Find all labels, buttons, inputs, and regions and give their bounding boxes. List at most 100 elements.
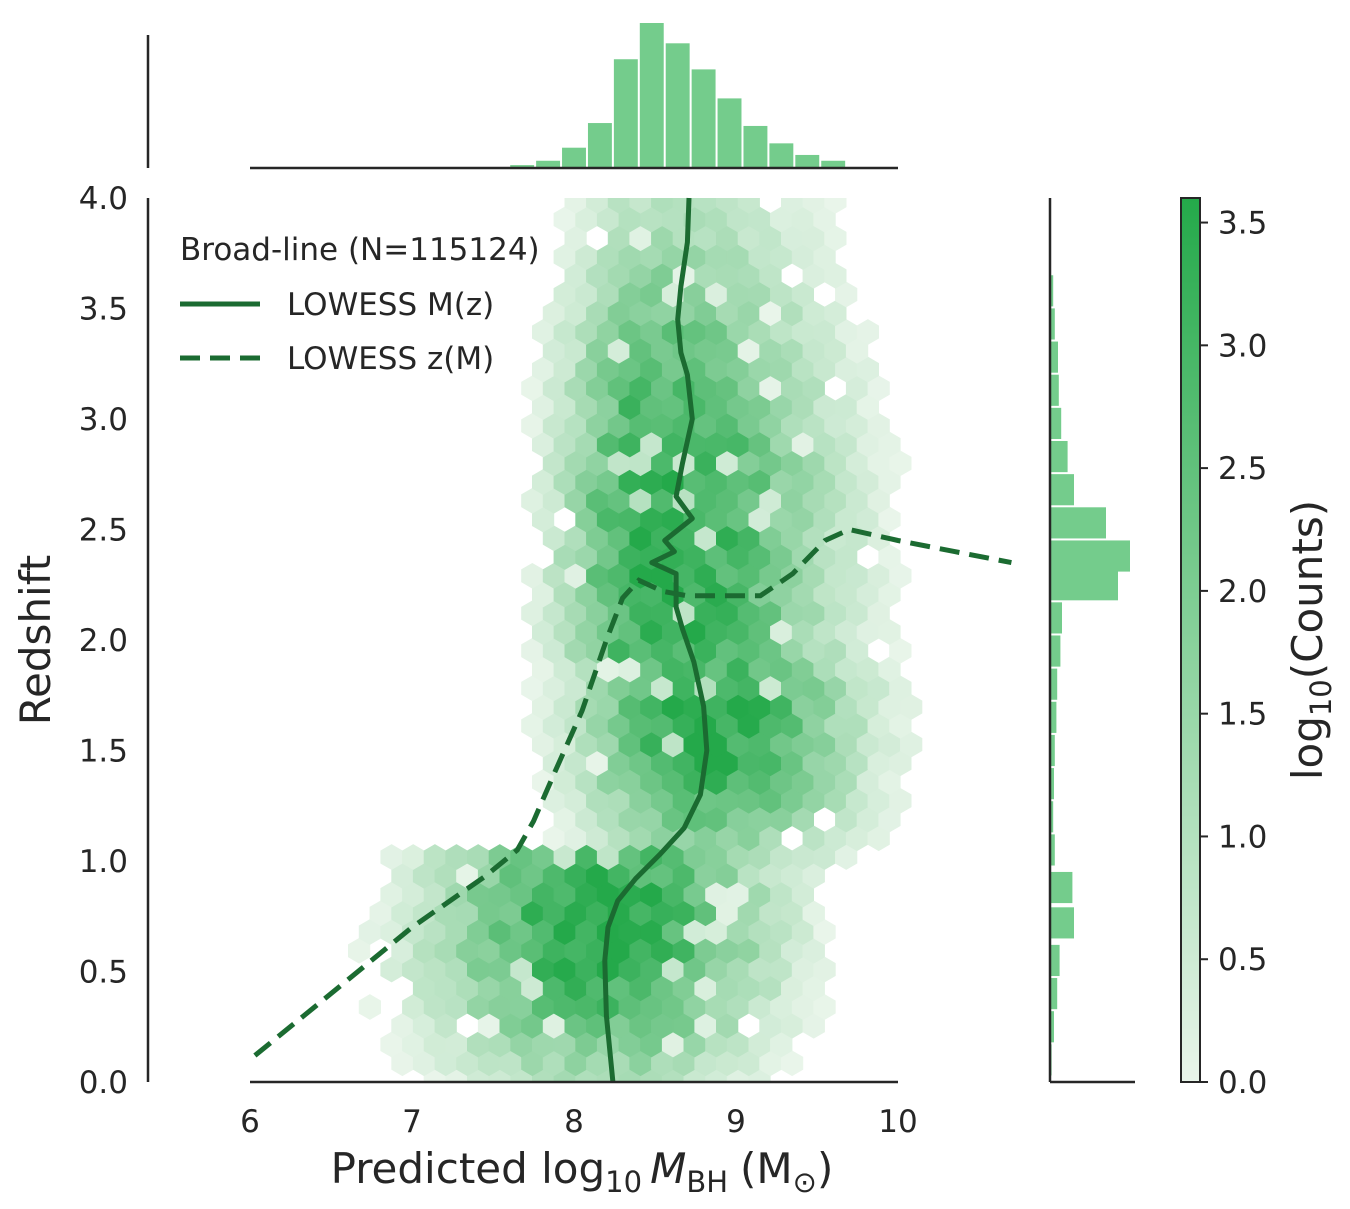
legend: Broad-line (N=115124) LOWESS M(z) LOWESS… [180, 232, 540, 377]
right-histogram-bar [1050, 944, 1060, 977]
colorbar-tick-label: 0.5 [1218, 942, 1267, 978]
y-axis-label: Redshift [11, 555, 60, 725]
top-histogram-bar [587, 123, 612, 168]
top-histogram-bar [613, 59, 638, 168]
hexbin-cell [780, 198, 804, 214]
right-histogram-bar [1050, 341, 1058, 373]
colorbar-tick-label: 0.0 [1218, 1065, 1267, 1101]
hexbin-cell [694, 198, 717, 214]
hexbin-cell [564, 198, 587, 214]
hexbin-cell [706, 170, 728, 195]
right-histogram-bar [1050, 275, 1054, 307]
hexbin-cell [727, 170, 749, 195]
y-tick-label: 0.0 [79, 1065, 128, 1101]
right-histogram-bar [1050, 569, 1118, 601]
right-histogram-bar [1050, 701, 1057, 733]
legend-entry-lowess-m-of-z: LOWESS M(z) [287, 287, 494, 323]
lowess-m-of-z-line [602, 197, 710, 1083]
x-axis-ticks: 6 7 8 9 10 [240, 1104, 918, 1140]
colorbar: 0.0 0.5 1.0 1.5 2.0 2.5 3.0 3.5 log10(Counts) [1180, 197, 1338, 1101]
right-histogram-bar [1050, 407, 1062, 439]
hexbin-cell [607, 198, 631, 214]
right-histogram-bar [1050, 801, 1054, 833]
right-histogram-bar [1050, 978, 1058, 1010]
top-histogram-bar [795, 154, 820, 168]
hexbin-cell [737, 198, 760, 214]
hexbin-cell [684, 170, 706, 195]
x-tick-label: 10 [878, 1104, 917, 1140]
colorbar-gradient [1180, 197, 1201, 1083]
colorbar-label: log10(Counts) [1283, 500, 1338, 780]
x-tick-label: 7 [402, 1104, 422, 1140]
lowess-z-of-m-line [253, 526, 1012, 1058]
y-tick-label: 1.0 [79, 844, 128, 880]
hexbin-cell [597, 170, 619, 195]
hexbin-cell [576, 170, 598, 195]
right-histogram-bar [1050, 668, 1058, 700]
y-tick-label: 3.5 [79, 292, 128, 328]
legend-entry-lowess-z-of-m: LOWESS z(M) [287, 341, 494, 377]
y-tick-label: 2.5 [79, 513, 128, 549]
top-histogram-bar [743, 125, 768, 168]
colorbar-tick-label: 1.0 [1218, 819, 1267, 855]
y-tick-label: 0.5 [79, 955, 128, 991]
colorbar-ticks: 0.0 0.5 1.0 1.5 2.0 2.5 3.0 3.5 [1200, 206, 1267, 1101]
x-tick-label: 9 [726, 1104, 746, 1140]
right-histogram-bar [1050, 871, 1073, 904]
right-histogram-bar [1050, 440, 1068, 473]
right-histogram-bar [1050, 907, 1074, 939]
y-tick-label: 1.5 [79, 734, 128, 770]
right-histogram-bar [1050, 834, 1055, 866]
hexbin-cell [715, 198, 739, 214]
top-histogram-bar [510, 165, 535, 168]
hexbin-cell [629, 198, 652, 214]
right-histogram-bar [1050, 734, 1055, 767]
hexbin-cell [651, 198, 674, 214]
right-histogram-bar [1050, 602, 1062, 634]
top-histogram-bar [665, 43, 690, 168]
top-histogram-bar [691, 69, 716, 168]
colorbar-tick-label: 3.0 [1218, 328, 1267, 364]
y-tick-label: 4.0 [79, 181, 128, 217]
hexbin-cell [641, 170, 663, 195]
y-tick-label: 3.0 [79, 402, 128, 438]
y-tick-label: 2.0 [79, 623, 128, 659]
hexbin-cell [770, 170, 792, 195]
hexbin-cell [856, 319, 880, 345]
right-histogram-bar [1050, 474, 1074, 506]
x-tick-label: 8 [564, 1104, 584, 1140]
hexbin-cell [802, 198, 825, 214]
colorbar-tick-label: 2.0 [1218, 574, 1267, 610]
hexbin-cell [586, 198, 609, 214]
top-histogram-bar [536, 160, 561, 168]
top-histogram-bar [769, 143, 794, 168]
top-histogram-bar [639, 23, 664, 168]
right-histogram [1048, 198, 1135, 1084]
main-plot: 6 7 8 9 10 0.0 0.5 1.0 1.5 2.0 2.5 3.0 3.5 4.0 Predi… [11, 170, 1012, 1199]
top-histogram [146, 23, 898, 170]
hexbin-cell [749, 170, 771, 195]
colorbar-tick-label: 3.5 [1218, 206, 1267, 242]
top-histogram-bar [717, 98, 742, 168]
top-histogram-bar [821, 160, 846, 168]
colorbar-tick-label: 2.5 [1218, 451, 1267, 487]
right-histogram-bar [1050, 635, 1061, 667]
top-histogram-bars [510, 23, 846, 168]
y-axis-ticks: 0.0 0.5 1.0 1.5 2.0 2.5 3.0 3.5 4.0 [79, 181, 128, 1101]
hexbin-cell [824, 198, 847, 214]
right-histogram-bar [1050, 1011, 1054, 1043]
hexbin-cell [662, 170, 684, 195]
right-histogram-bar [1050, 540, 1130, 572]
hexbin-cell [792, 170, 814, 195]
right-histogram-bar [1050, 308, 1055, 340]
right-histogram-bar [1050, 768, 1054, 800]
right-histogram-bars [1050, 275, 1130, 1076]
x-axis-label: Predicted log10 MBH (M⊙) [331, 1144, 834, 1199]
hexbin-cell [358, 994, 382, 1020]
top-histogram-bar [562, 147, 586, 168]
colorbar-tick-label: 1.5 [1218, 697, 1267, 733]
right-histogram-bar [1050, 374, 1059, 406]
legend-title: Broad-line (N=115124) [180, 232, 540, 268]
right-histogram-bar [1050, 507, 1106, 539]
